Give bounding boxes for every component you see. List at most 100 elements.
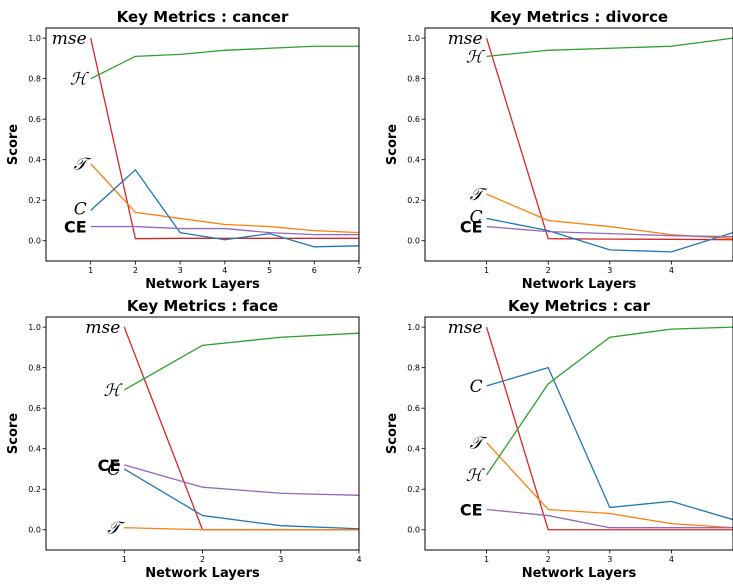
series-label-2: 𝒯 — [470, 185, 488, 205]
series-line-0 — [123, 326, 359, 531]
chart-panel-1: 1 2 3 4 0.0 0.2 0.4 0.6 0.8 1.0 Key Metrics : divo… — [385, 8, 733, 292]
x-tick-label: 4 — [669, 555, 674, 564]
y-tick-label: 0.8 — [28, 75, 41, 84]
series-lines — [485, 37, 733, 253]
y-tick-label: 0.4 — [28, 156, 41, 165]
plot-frame — [45, 27, 360, 262]
series-label-2: C — [107, 460, 120, 480]
series-label-3: CE — [98, 456, 121, 475]
plot-frame — [424, 27, 733, 262]
series-line-4 — [90, 225, 359, 236]
x-tick-label: 3 — [278, 555, 283, 564]
chart-panel-3: 1 2 3 4 0.0 0.2 0.4 0.6 0.8 1.0 Key Metrics : car N… — [385, 297, 733, 581]
series-label-2: 𝒯 — [74, 155, 92, 175]
x-axis-label: Network Layers — [522, 277, 637, 292]
series-line-0 — [485, 326, 733, 531]
chart-title: Key Metrics : cancer — [117, 8, 289, 26]
y-tick-label: 0.8 — [28, 364, 41, 373]
x-axis-label: Network Layers — [145, 566, 260, 581]
chart-panel-0: 1 2 3 4 5 6 7 0.0 0.2 0.4 0.6 0.8 1.0 Key Metrics : c… — [6, 8, 362, 292]
series-line-2 — [123, 468, 359, 530]
series-label-1: C — [470, 377, 483, 397]
series-line-2 — [90, 163, 359, 234]
series-lines — [485, 326, 733, 531]
series-lines — [123, 326, 359, 531]
series-label-1: ℋ — [103, 381, 123, 401]
series-label-4: CE — [460, 218, 483, 237]
plot-frame — [424, 316, 733, 551]
chart-title: Key Metrics : divorce — [490, 8, 668, 26]
series-line-1 — [90, 45, 359, 80]
series-line-4 — [486, 225, 733, 238]
x-tick-label: 2 — [546, 266, 551, 275]
x-tick-label: 1 — [122, 555, 127, 564]
y-axis-label: Score — [385, 413, 400, 454]
chart-title: Key Metrics : face — [127, 297, 278, 315]
series-line-2 — [486, 442, 733, 529]
y-tick-label: 0.2 — [28, 485, 41, 494]
y-tick-label: 0.0 — [407, 237, 420, 246]
y-tick-label: 0.6 — [28, 404, 41, 413]
x-tick-label: 2 — [546, 555, 551, 564]
series-label-3: C — [470, 207, 483, 227]
y-axis-label: Score — [6, 124, 21, 165]
series-label-4: CE — [460, 500, 483, 519]
series-line-3 — [486, 217, 733, 253]
x-tick-label: 1 — [484, 555, 489, 564]
y-tick-label: 1.0 — [407, 323, 420, 332]
series-label-3: C — [74, 199, 87, 219]
y-tick-label: 1.0 — [28, 34, 41, 43]
series-label-1: ℋ — [70, 70, 90, 90]
y-tick-label: 0.6 — [28, 115, 41, 124]
x-tick-label: 1 — [88, 266, 93, 275]
y-axis-label: Score — [385, 124, 400, 165]
x-tick-label: 4 — [222, 266, 227, 275]
series-label-0: mse — [448, 318, 483, 338]
y-tick-label: 0.2 — [407, 196, 420, 205]
series-label-4: 𝒯 — [107, 519, 125, 539]
x-tick-label: 3 — [607, 555, 612, 564]
y-tick-label: 0.4 — [407, 445, 420, 454]
y-tick-label: 0.0 — [28, 526, 41, 535]
series-line-1 — [486, 37, 733, 58]
series-line-3 — [486, 326, 733, 476]
series-label-0: mse — [448, 29, 483, 49]
chart-panel-2: 1 2 3 4 0.0 0.2 0.4 0.6 0.8 1.0 Key Metrics : face… — [6, 297, 362, 581]
x-tick-label: 2 — [200, 555, 205, 564]
x-tick-label: 7 — [356, 266, 361, 275]
y-tick-label: 0.0 — [407, 526, 420, 535]
series-line-4 — [486, 508, 733, 529]
y-tick-label: 0.6 — [407, 404, 420, 413]
x-tick-label: 4 — [669, 266, 674, 275]
y-tick-label: 0.2 — [28, 196, 41, 205]
y-tick-label: 0.4 — [407, 156, 420, 165]
series-label-2: 𝒯 — [470, 434, 488, 454]
y-tick-label: 0.2 — [407, 485, 420, 494]
x-tick-label: 1 — [484, 266, 489, 275]
y-tick-label: 0.0 — [28, 237, 41, 246]
series-label-0: mse — [52, 29, 87, 49]
x-tick-label: 5 — [267, 266, 272, 275]
series-line-0 — [90, 37, 359, 240]
series-line-3 — [90, 169, 359, 248]
x-tick-label: 2 — [133, 266, 138, 275]
y-tick-label: 0.4 — [28, 445, 41, 454]
series-line-3 — [124, 464, 359, 496]
series-line-0 — [485, 37, 733, 241]
x-tick-label: 6 — [312, 266, 317, 275]
y-tick-label: 0.6 — [407, 115, 420, 124]
x-tick-label: 3 — [178, 266, 183, 275]
y-tick-label: 1.0 — [28, 323, 41, 332]
y-tick-label: 0.8 — [407, 75, 420, 84]
series-line-2 — [486, 193, 733, 240]
x-axis-label: Network Layers — [522, 566, 637, 581]
y-tick-label: 1.0 — [407, 34, 420, 43]
chart-title: Key Metrics : car — [508, 297, 651, 315]
series-label-1: ℋ — [466, 47, 486, 67]
x-tick-label: 4 — [356, 555, 361, 564]
series-lines — [90, 37, 359, 248]
x-axis-label: Network Layers — [145, 277, 260, 292]
series-line-1 — [486, 366, 733, 521]
series-label-0: mse — [85, 318, 120, 338]
